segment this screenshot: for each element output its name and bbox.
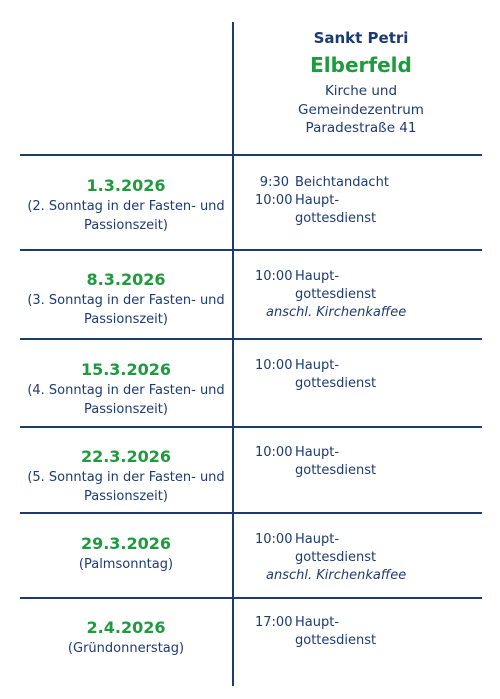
service-entry: gottesdienst [255, 462, 487, 480]
occasion-line: Passionszeit) [84, 402, 168, 417]
church-name: Sankt Petri [313, 29, 409, 47]
service-time: 10:00 [255, 358, 293, 373]
occasion-line: (Palmsonntag) [78, 557, 174, 572]
service-entry: 10:00 Haupt- [255, 531, 487, 549]
occasion-line: Passionszeit) [84, 312, 168, 327]
column-divider [232, 22, 234, 686]
service-date: 1.3.2026 [86, 176, 166, 195]
service-date: 22.3.2026 [80, 447, 172, 466]
service-desc: gottesdienst [295, 211, 377, 226]
service-note-row: anschl. Kirchenkaffee [255, 304, 487, 322]
header-line-2: Gemeindezentrum [298, 101, 424, 118]
church-header: Sankt Petri Elberfeld Kirche und Gemeind… [236, 28, 486, 138]
place-name: Elberfeld [310, 53, 412, 77]
occasion-line: (2. Sonntag in der Fasten- und [27, 199, 225, 214]
service-time: 10:00 [255, 532, 293, 547]
service-time: 10:00 [255, 193, 293, 208]
service-time: 17:00 [255, 615, 293, 630]
row-divider [20, 597, 482, 599]
date-cell: 1.3.2026 (2. Sonntag in der Fasten- und … [20, 175, 232, 235]
services-cell: 9:30 Beichtandacht 10:00 Haupt- gottesdi… [255, 174, 487, 228]
service-time: 10:00 [255, 445, 293, 460]
service-desc: Beichtandacht [295, 175, 389, 190]
service-note: anschl. Kirchenkaffee [266, 568, 407, 583]
service-note: anschl. Kirchenkaffee [266, 305, 407, 320]
services-cell: 10:00 Haupt- gottesdienst anschl. Kirche… [255, 531, 487, 585]
service-date: 2.4.2026 [86, 618, 166, 637]
row-divider [20, 426, 482, 428]
occasion-line: (Gründonnerstag) [67, 641, 185, 656]
service-desc: gottesdienst [295, 287, 377, 302]
services-cell: 10:00 Haupt- gottesdienst [255, 444, 487, 480]
service-date: 8.3.2026 [86, 270, 166, 289]
services-cell: 10:00 Haupt- gottesdienst [255, 357, 487, 393]
service-desc: Haupt- [295, 532, 340, 547]
date-cell: 15.3.2026 (4. Sonntag in der Fasten- und… [20, 359, 232, 419]
row-divider [20, 338, 482, 340]
service-desc: Haupt- [295, 269, 340, 284]
service-entry: gottesdienst [255, 632, 487, 650]
service-entry: 10:00 Haupt- [255, 357, 487, 375]
service-desc: Haupt- [295, 193, 340, 208]
header-line-1: Kirche und [324, 83, 398, 99]
service-entry: 9:30 Beichtandacht [255, 174, 487, 192]
service-date: 29.3.2026 [80, 534, 172, 553]
occasion-line: (5. Sonntag in der Fasten- und [27, 470, 225, 485]
service-desc: gottesdienst [295, 550, 377, 565]
date-cell: 2.4.2026 (Gründonnerstag) [20, 617, 232, 658]
service-desc: Haupt- [295, 445, 340, 460]
service-time: 9:30 [259, 175, 289, 190]
occasion-line: Passionszeit) [84, 218, 168, 233]
service-desc: Haupt- [295, 358, 340, 373]
service-entry: 10:00 Haupt- [255, 192, 487, 210]
service-entry: 10:00 Haupt- [255, 444, 487, 462]
service-entry: gottesdienst [255, 210, 487, 228]
row-divider [20, 249, 482, 251]
service-desc: gottesdienst [295, 463, 377, 478]
service-entry: gottesdienst [255, 286, 487, 304]
service-note-row: anschl. Kirchenkaffee [255, 567, 487, 585]
address: Paradestraße 41 [305, 120, 417, 136]
row-divider [20, 154, 482, 156]
date-cell: 8.3.2026 (3. Sonntag in der Fasten- und … [20, 269, 232, 329]
services-cell: 10:00 Haupt- gottesdienst anschl. Kirche… [255, 268, 487, 322]
service-desc: Haupt- [295, 615, 340, 630]
service-time: 10:00 [255, 269, 293, 284]
service-entry: 10:00 Haupt- [255, 268, 487, 286]
service-entry: gottesdienst [255, 375, 487, 393]
row-divider [20, 512, 482, 514]
service-entry: gottesdienst [255, 549, 487, 567]
service-desc: gottesdienst [295, 633, 377, 648]
date-cell: 29.3.2026 (Palmsonntag) [20, 533, 232, 574]
occasion-line: (4. Sonntag in der Fasten- und [27, 383, 225, 398]
occasion-line: (3. Sonntag in der Fasten- und [27, 293, 225, 308]
services-cell: 17:00 Haupt- gottesdienst [255, 614, 487, 650]
service-entry: 17:00 Haupt- [255, 614, 487, 632]
occasion-line: Passionszeit) [84, 489, 168, 504]
service-desc: gottesdienst [295, 376, 377, 391]
service-date: 15.3.2026 [80, 360, 172, 379]
date-cell: 22.3.2026 (5. Sonntag in der Fasten- und… [20, 446, 232, 506]
